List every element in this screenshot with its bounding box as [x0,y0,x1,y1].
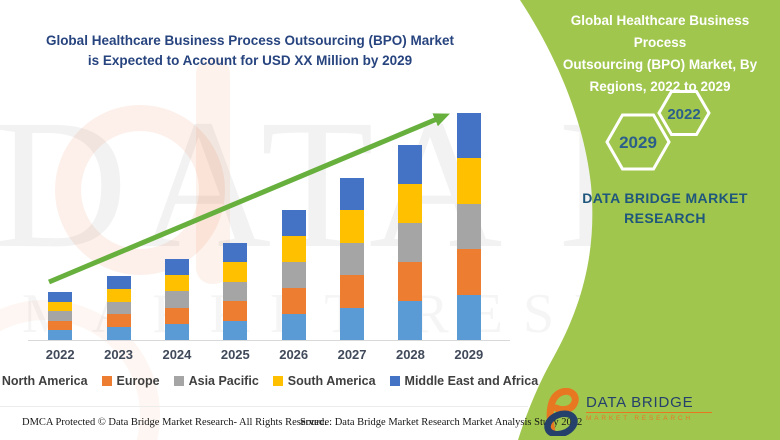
segment-south-america [48,301,73,312]
segment-north-america [398,301,423,340]
legend-label: South America [287,374,376,388]
segment-south-america [106,288,131,302]
hexagon-2029-badge [605,113,671,171]
segment-europe [456,249,481,295]
brand-line2: RESEARCH [624,210,706,226]
x-label-2023: 2023 [104,347,134,362]
data-bridge-logo: DATA BRIDGE MARKET RESEARCH [540,388,712,436]
segment-europe [106,314,131,328]
legend-item-europe: Europe [101,374,160,388]
panel-title-line1: Global Healthcare Business Process [570,13,750,50]
brand-line1: DATA BRIDGE MARKET [582,190,748,206]
legend-swatch [101,376,112,386]
source-text: Source: Data Bridge Market Research Mark… [300,417,583,428]
segment-north-america [340,307,365,340]
legend-swatch [389,376,400,386]
hexagon-2022-badge [657,90,711,136]
bar-2022 [31,110,89,340]
logo-tagline-text: MARKET RESEARCH [586,415,693,422]
data-bridge-logo-icon [544,388,579,436]
segment-north-america [223,320,248,340]
x-axis-labels: 2022 2023 2024 2025 2026 2027 2028 2029 [31,347,498,362]
x-label-2024: 2024 [162,347,192,362]
chart-legend: North America Europe Asia Pacific South Ame… [0,374,538,388]
segment-north-america [456,294,481,340]
legend-label: Middle East and Africa [404,374,539,388]
segment-europe [223,301,248,321]
segment-north-america [281,314,306,340]
hexagon-2029-label: 2029 [619,133,657,152]
segment-south-america [456,158,481,204]
logo-wordmark: DATA BRIDGE MARKET RESEARCH [586,395,712,422]
logo-name-text: DATA BRIDGE [586,394,694,411]
segment-asia-pacific [164,291,189,308]
segment-middle-east-and-africa [48,292,73,302]
legend-item-south-america: South America [272,374,376,388]
legend-label: Asia Pacific [188,374,259,388]
legend-item-asia-pacific: Asia Pacific [173,374,259,388]
bar-2029 [440,110,498,340]
legend-swatch [173,376,184,386]
x-axis-line [28,340,510,341]
segment-asia-pacific [456,203,481,250]
brand-name-text: DATA BRIDGE MARKET RESEARCH [545,188,780,228]
segment-north-america [164,323,189,340]
x-label-2029: 2029 [454,347,484,362]
segment-north-america [106,327,131,340]
stacked-bar [48,292,73,340]
segment-europe [164,307,189,324]
x-label-2027: 2027 [337,347,367,362]
chart-headline: Global Healthcare Business Process Outso… [18,31,482,70]
segment-asia-pacific [48,311,73,321]
x-label-2022: 2022 [45,347,75,362]
legend-label: Europe [116,374,160,388]
segment-asia-pacific [223,281,248,302]
x-label-2025: 2025 [220,347,250,362]
stacked-bar [456,113,481,340]
segment-europe [48,320,73,331]
segment-asia-pacific [106,301,131,315]
segment-europe [281,288,306,314]
hexagon-2022-label: 2022 [667,106,700,123]
x-label-2026: 2026 [279,347,309,362]
legend-swatch [272,376,283,386]
x-label-2028: 2028 [395,347,425,362]
footer-divider [0,406,528,407]
panel-title-line2: Outsourcing (BPO) Market, By [562,57,758,72]
legend-label: North America [1,374,88,388]
legend-item-north-america: North America [0,374,88,388]
segment-north-america [48,330,73,340]
legend-item-middle-east-and-africa: Middle East and Africa [389,374,539,388]
chart-headline-line1: Global Healthcare Business Process Outso… [45,33,455,48]
logo-rule [586,412,712,413]
copyright-text: DMCA Protected © Data Bridge Market Rese… [22,417,327,428]
segment-middle-east-and-africa [456,113,481,159]
chart-headline-line2: is Expected to Account for USD XX Millio… [87,52,413,68]
